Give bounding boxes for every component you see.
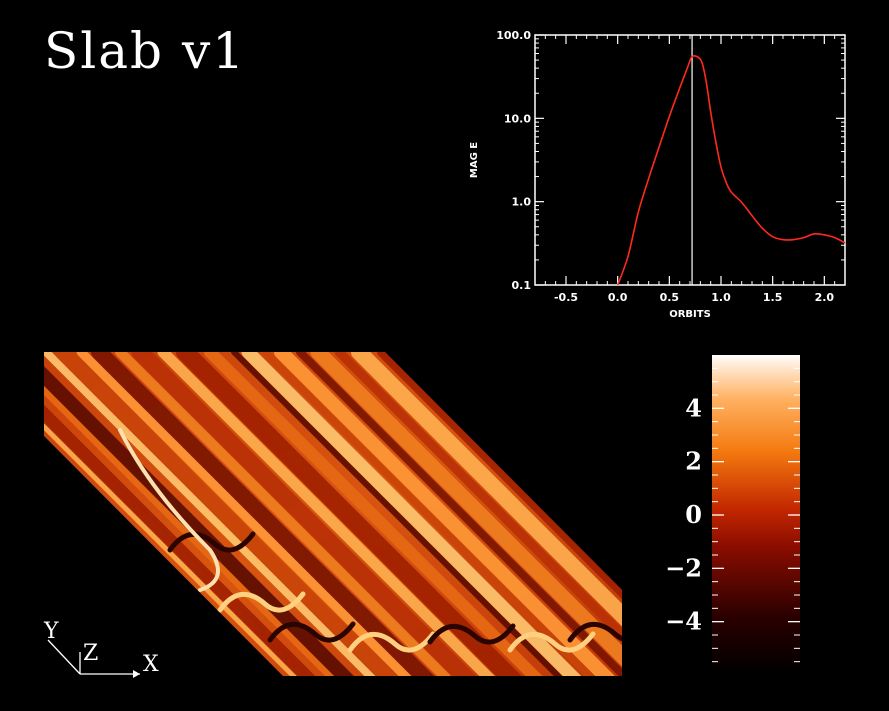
slab-swirl [167,531,256,553]
slab-swirl [427,623,516,645]
x-tick-label: 1.0 [711,291,731,304]
colorbar-tick-label: 4 [685,393,702,422]
slab-stripe [204,352,556,676]
slab-stripe [44,352,390,676]
y-axis-label: MAG E [469,142,480,178]
slab-swirl [347,631,436,653]
slab-stripe [274,352,622,676]
mag-energy-plot: 0.1 1.0 10.0 100.0 -0.5 0.0 0.5 1.0 1.5 2.0 ORBI… [469,29,846,320]
slab-stripe [334,352,622,676]
slab-stripe [296,352,622,676]
colorbar-gradient [712,355,800,675]
axes-triad: X Y Z [43,619,159,678]
x-axis-label: ORBITS [669,309,711,320]
y-axis-ticks: 0.1 1.0 10.0 100.0 [496,29,845,292]
slab-stripe [176,352,534,676]
slab-stripe [157,352,509,676]
triad-y-label: Y [43,619,59,644]
slab-swirl [217,591,306,613]
x-tick-label: -0.5 [554,291,578,304]
slab-stripe [351,352,622,676]
plot-frame [534,34,846,286]
x-tick-label: 1.5 [763,291,783,304]
x-axis-ticks: -0.5 0.0 0.5 1.0 1.5 2.0 [544,35,846,304]
series-line-mag-energy [616,55,846,286]
slab-stripe [44,352,313,676]
x-tick-label: 0.5 [660,291,680,304]
slab-stripe [261,352,609,676]
triad-z-label: Z [83,641,98,666]
slab-stripe [131,352,489,676]
slab-stripe [44,352,350,676]
slab-stripe [44,352,367,676]
slab-stripe [377,352,622,676]
y-tick-label: 100.0 [496,29,531,42]
slab-stripe [115,352,465,676]
triad-x-label: X [143,652,159,677]
x-tick-label: 2.0 [815,291,835,304]
y-tick-label: 10.0 [504,112,531,125]
slab-stripe [310,352,622,676]
colorbar-tick-label: −4 [665,607,702,636]
page-title: Slab v1 [44,22,247,80]
triad-x-arrow [133,670,140,678]
x-tick-label: 0.0 [608,291,628,304]
colorbar-tick-label: 2 [685,447,702,476]
colorbar-tick-label: −2 [665,553,702,582]
triad-y-axis [47,639,81,675]
colorbar-ticks: −4 −2 0 2 4 [665,367,800,663]
colorbar: −4 −2 0 2 4 [665,355,800,675]
y-tick-label: 1.0 [512,196,532,209]
colorbar-tick-label: 0 [685,500,702,529]
y-tick-label: 0.1 [512,279,532,292]
slab-stripe [44,352,329,676]
slab-swirl [118,428,220,592]
slab-swirl [507,631,596,653]
slab-swirl [567,621,622,643]
slab-swirl [267,621,356,643]
slab-stripe [231,352,577,676]
